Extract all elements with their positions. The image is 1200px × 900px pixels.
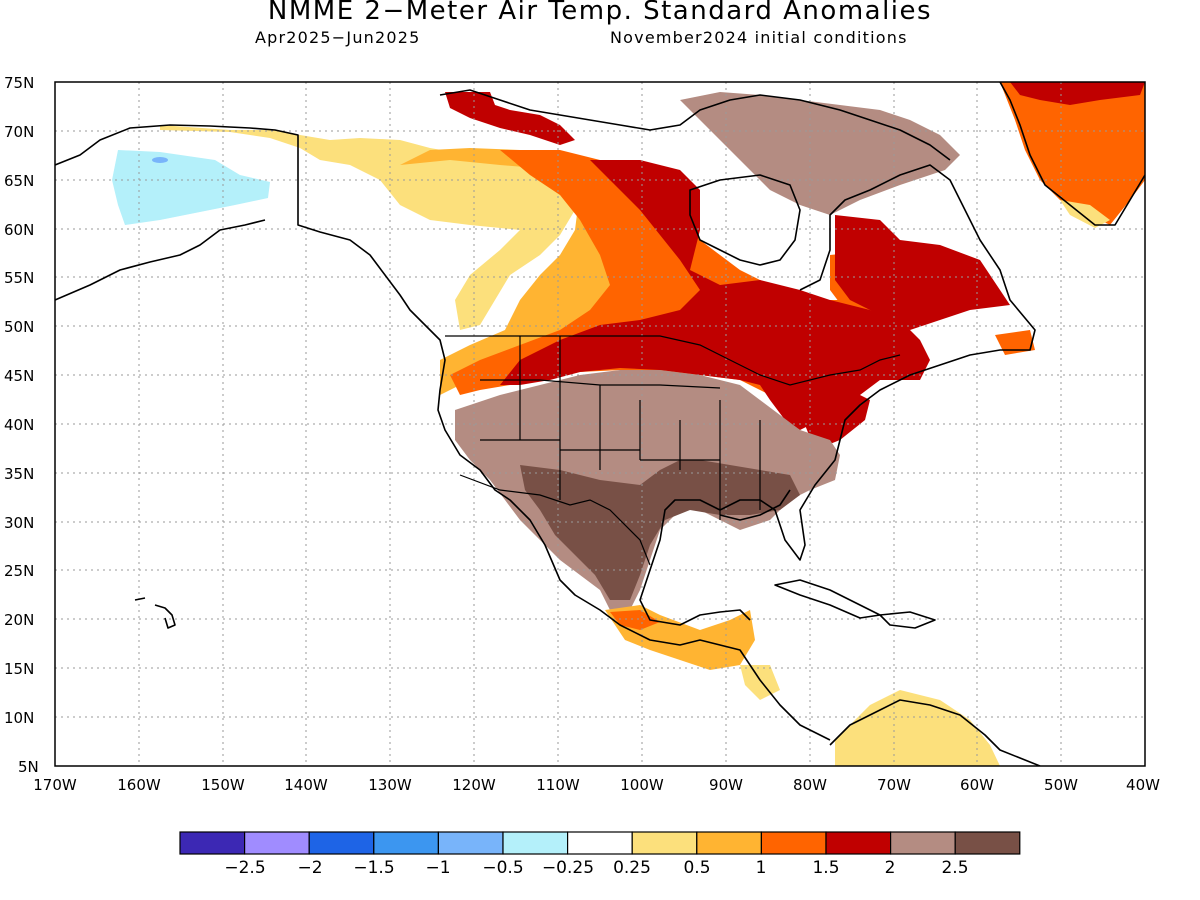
border-states xyxy=(480,336,761,520)
lat-label: 40N xyxy=(4,416,34,434)
lat-label: 60N xyxy=(4,221,34,239)
colorbar-swatch xyxy=(954,831,1021,855)
anomaly-hudson-red xyxy=(500,160,930,430)
lat-label: 5N xyxy=(18,758,39,776)
colorbar-swatch xyxy=(696,831,762,855)
anomaly-arctic-red xyxy=(445,92,575,145)
colorbar-swatch xyxy=(308,831,375,855)
coastline-hispaniola xyxy=(879,611,936,629)
anomaly-south-darkbrown xyxy=(520,460,800,600)
colorbar-swatches xyxy=(179,831,1021,855)
lon-label: 80W xyxy=(793,776,827,794)
colorbar-label: 2.5 xyxy=(941,858,968,878)
coastline-greenland xyxy=(999,82,1145,226)
anomaly-greenland-red xyxy=(1010,82,1145,105)
anomaly-northeast-red xyxy=(800,390,870,450)
lon-label: 140W xyxy=(284,776,328,794)
latitude-axis: 75N 70N 65N 60N 55N 50N 45N 40N 35N 30N … xyxy=(4,74,39,776)
colorbar-swatch xyxy=(566,831,633,855)
colorbar-swatch xyxy=(631,831,698,855)
coastline-alaska xyxy=(55,124,831,741)
colorbar-label: 0.25 xyxy=(613,858,651,878)
colorbar-label: 1.5 xyxy=(812,858,839,878)
lon-label: 110W xyxy=(536,776,580,794)
colorbar-swatch xyxy=(244,831,310,855)
colorbar-label: −2.5 xyxy=(224,858,265,878)
coastline-hawaii xyxy=(134,597,176,629)
lon-label: 120W xyxy=(452,776,496,794)
border-us-canada xyxy=(445,335,901,386)
colorbar-label: 2 xyxy=(885,858,896,878)
colorbar-label: −0.25 xyxy=(542,858,594,878)
lat-label: 10N xyxy=(4,709,34,727)
lon-label: 40W xyxy=(1126,776,1160,794)
colorbar-label: −0.5 xyxy=(482,858,523,878)
coastline-aleutians xyxy=(55,219,266,301)
plot-frame xyxy=(54,81,1146,767)
colorbar-label: 1 xyxy=(756,858,767,878)
lon-label: 70W xyxy=(877,776,911,794)
longitude-axis: 170W 160W 150W 140W 130W 120W 110W 100W … xyxy=(33,776,1160,794)
lat-label: 20N xyxy=(4,611,34,629)
anomaly-newfoundland-orange xyxy=(995,330,1035,355)
lon-label: 170W xyxy=(33,776,77,794)
anomaly-yukon-warm xyxy=(160,125,580,330)
lat-label: 50N xyxy=(4,318,34,336)
lon-label: 130W xyxy=(368,776,412,794)
colorbar-swatch xyxy=(502,831,569,855)
colorbar-swatch xyxy=(437,831,504,855)
lat-label: 70N xyxy=(4,123,34,141)
anomaly-alaska-core xyxy=(152,157,168,163)
map-title: NMME 2−Meter Air Temp. Standard Anomalie… xyxy=(267,0,933,26)
colorbar-swatch xyxy=(889,831,956,855)
lat-label: 25N xyxy=(4,562,34,580)
lat-label: 30N xyxy=(4,514,34,532)
lon-label: 90W xyxy=(709,776,743,794)
lat-label: 75N xyxy=(4,74,34,92)
colorbar-label: 0.5 xyxy=(683,858,710,878)
colorbar-label: −1.5 xyxy=(353,858,394,878)
coastline-gulf xyxy=(719,489,791,521)
colorbar: −2.5 −2 −1.5 −1 −0.5 −0.25 0.25 0.5 1 1.… xyxy=(179,831,1021,878)
initial-conditions: November2024 initial conditions xyxy=(610,28,908,47)
coastline-hudson-bay xyxy=(689,174,801,266)
colorbar-label: −2 xyxy=(297,858,322,878)
forecast-period: Apr2025−Jun2025 xyxy=(255,28,421,47)
coastline-labrador xyxy=(639,164,1036,626)
colorbar-label: −1 xyxy=(425,858,450,878)
border-us-mexico xyxy=(459,474,651,566)
anomaly-greenland-orange xyxy=(1000,82,1145,225)
lat-label: 15N xyxy=(4,660,34,678)
borders xyxy=(445,335,901,566)
coastline-arctic-islands xyxy=(439,89,951,161)
lon-label: 150W xyxy=(201,776,245,794)
lon-label: 60W xyxy=(960,776,994,794)
anomaly-alaska-cool xyxy=(112,150,270,225)
anomaly-southamerica-yellow xyxy=(835,690,1000,766)
lat-label: 45N xyxy=(4,367,34,385)
graticule xyxy=(55,82,1145,766)
lon-label: 100W xyxy=(620,776,664,794)
lat-label: 35N xyxy=(4,465,34,483)
colorbar-swatch xyxy=(760,831,827,855)
lat-label: 55N xyxy=(4,269,34,287)
coastline-southamerica xyxy=(829,699,1041,766)
colorbar-swatch xyxy=(179,831,246,855)
coastlines xyxy=(55,82,1145,766)
anomaly-arctic-brown xyxy=(680,92,960,215)
colorbar-swatch xyxy=(825,831,892,855)
coastline-cuba xyxy=(774,579,881,619)
lon-label: 50W xyxy=(1044,776,1078,794)
anomaly-quebec-red xyxy=(835,215,1010,330)
lon-label: 160W xyxy=(117,776,161,794)
lat-label: 65N xyxy=(4,172,34,190)
anomaly-centralamerica-yellow xyxy=(740,665,780,700)
colorbar-swatch xyxy=(373,831,439,855)
anomaly-field xyxy=(112,82,1145,766)
